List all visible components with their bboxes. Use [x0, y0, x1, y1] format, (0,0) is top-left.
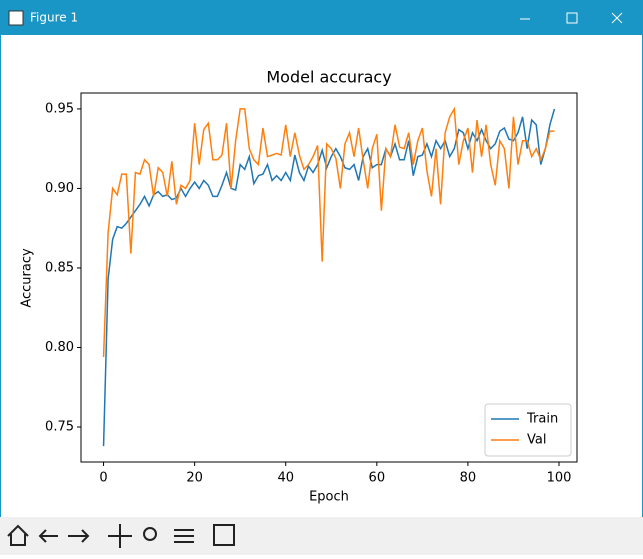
- line-series: [102, 108, 556, 447]
- configure-button[interactable]: [174, 529, 194, 543]
- x-tick-label: 100: [547, 471, 572, 486]
- x-tick-label: 60: [369, 471, 386, 486]
- y-tick-label: 0.80: [45, 340, 74, 355]
- x-tick-label: 20: [186, 471, 203, 486]
- zoom-button[interactable]: [143, 527, 157, 541]
- x-tick-label: 40: [277, 471, 294, 486]
- line-series: [102, 106, 555, 358]
- y-tick-label: 0.95: [45, 101, 74, 116]
- y-tick-label: 0.90: [45, 181, 74, 196]
- chart-title: Model accuracy: [266, 68, 391, 87]
- window-title: Figure 1: [30, 11, 78, 25]
- plot-frame: [80, 92, 578, 463]
- x-axis-label: Epoch: [309, 490, 349, 505]
- app-icon: [8, 10, 24, 26]
- legend-label: Val: [527, 433, 546, 448]
- y-tick-label: 0.75: [45, 420, 74, 435]
- y-axis-label: Accuracy: [20, 248, 35, 308]
- forward-button[interactable]: [68, 529, 90, 543]
- legend-box: [484, 403, 572, 457]
- x-tick-label: 0: [99, 471, 107, 486]
- window-border: [0, 35, 1, 517]
- x-tick-label: 80: [460, 471, 477, 486]
- maximize-button[interactable]: [566, 12, 578, 24]
- pan-button[interactable]: [108, 524, 132, 548]
- y-tick-label: 0.85: [45, 260, 74, 275]
- save-button[interactable]: [213, 524, 235, 546]
- title-bar: [0, 0, 643, 35]
- back-button[interactable]: [38, 529, 58, 543]
- close-button[interactable]: [611, 12, 623, 24]
- legend-label: Train: [526, 412, 558, 427]
- toolbar: [0, 517, 643, 555]
- toolbar-icons: [7, 524, 235, 548]
- home-button[interactable]: [7, 524, 29, 546]
